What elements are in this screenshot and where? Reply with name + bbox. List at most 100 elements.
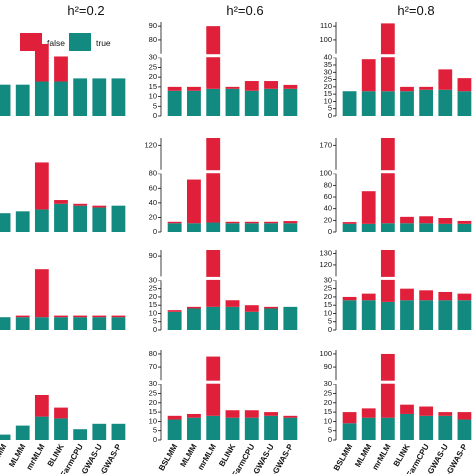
bar-true-farmcpu xyxy=(244,223,259,232)
bar-true-blink xyxy=(400,413,414,440)
bar-true-bslmm xyxy=(342,223,357,232)
bar-false-farmcpu xyxy=(419,290,434,301)
bar-true-bslmm xyxy=(0,317,11,330)
bar-false-blink xyxy=(54,200,68,204)
bar-true-e-gwas-p xyxy=(457,300,472,330)
panel-r3-c1 xyxy=(0,269,126,330)
bar-false-mrmlm xyxy=(34,162,49,210)
y-tick-label: 20 xyxy=(324,215,332,224)
bar-true-e-gwas-p xyxy=(283,306,298,330)
y-tick-label: 15 xyxy=(149,300,157,309)
y-tick-label: 35 xyxy=(324,60,332,69)
bar-false-blink xyxy=(225,300,240,307)
chart-panels: 0510152025308090051015202530354010011002… xyxy=(0,21,472,444)
bar-true-mrmlm xyxy=(206,222,221,232)
bar-true-e-gwas-p xyxy=(457,419,472,440)
x-category-label: BSLMM xyxy=(332,442,355,472)
bar-false-blink xyxy=(54,56,68,82)
bar-false-blink xyxy=(225,86,240,89)
bar-true-blink xyxy=(54,317,68,330)
bar-true-e-gwas-p xyxy=(457,91,472,116)
y-tick-label: 10 xyxy=(149,416,157,425)
panel-r2-c3: 0 20 40 60 80 100 170 xyxy=(319,138,472,236)
bar-true-e-gwas-u xyxy=(92,78,107,116)
bar-true-e-gwas-u xyxy=(264,308,279,330)
bar-false-blink xyxy=(400,288,414,301)
bar-false-farmcpu xyxy=(244,81,259,91)
bar-true-e-gwas-u xyxy=(438,89,453,116)
y-tick-label: 25 xyxy=(149,388,157,397)
bar-true-mlmm xyxy=(361,300,376,330)
bar-true-e-gwas-p xyxy=(111,423,126,440)
axis-break-mark xyxy=(157,169,165,174)
bar-true-e-gwas-p xyxy=(283,417,298,440)
bar-true-mlmm xyxy=(186,223,201,232)
bar-true-mlmm xyxy=(361,417,376,440)
bar-true-blink xyxy=(54,81,68,116)
y-tick-label: 20 xyxy=(149,212,157,221)
y-tick-label: 0 xyxy=(153,111,157,120)
bar-false-e-gwas-p xyxy=(457,220,472,224)
bar-true-blink xyxy=(225,306,240,330)
bar-true-e-gwas-u xyxy=(438,223,453,232)
bar-false-mrmlm xyxy=(380,138,395,224)
bar-false-bslmm xyxy=(167,221,182,224)
y-tick-label: 25 xyxy=(324,75,332,84)
bar-true-e-gwas-u xyxy=(92,207,107,232)
y-tick-label: 120 xyxy=(144,140,157,149)
bar-true-mlmm xyxy=(15,84,30,116)
x-category-label: BLINK xyxy=(46,442,66,468)
y-tick-label: 20 xyxy=(324,398,332,407)
bar-false-e-gwas-u xyxy=(438,218,453,224)
x-category-label: MLMM xyxy=(353,442,373,468)
x-category-label: BLINK xyxy=(392,442,412,468)
bar-true-mlmm xyxy=(186,417,201,440)
y-tick-label: 10 xyxy=(324,416,332,425)
bar-false-bslmm xyxy=(167,86,182,91)
y-tick-label: 5 xyxy=(328,317,332,326)
y-tick-label: 30 xyxy=(149,53,157,62)
bar-false-e-gwas-u xyxy=(264,81,279,89)
y-tick-label: 0 xyxy=(328,227,332,236)
panel-r2-c2: 0 20 40 60 80 120 xyxy=(144,138,298,236)
axis-break-mark xyxy=(332,169,340,174)
x-category-label: mrMLM xyxy=(196,442,218,471)
bar-false-blink xyxy=(225,410,240,418)
y-tick-label: 20 xyxy=(149,292,157,301)
bar-false-farmcpu xyxy=(419,216,434,224)
bar-true-mrmlm xyxy=(34,81,49,116)
bar-true-mrmlm xyxy=(380,301,395,330)
bar-true-e-gwas-u xyxy=(438,415,453,440)
y-tick-label: 0 xyxy=(328,111,332,120)
bar-true-farmcpu xyxy=(73,317,88,330)
bar-true-e-gwas-p xyxy=(111,205,126,232)
bar-false-blink xyxy=(400,404,414,414)
y-tick-label: 30 xyxy=(324,67,332,76)
bar-false-farmcpu xyxy=(244,305,259,312)
x-category-label: mrMLM xyxy=(25,442,47,471)
bar-true-e-gwas-p xyxy=(111,317,126,330)
y-tick-label: 0 xyxy=(328,435,332,444)
y-tick-label: 20 xyxy=(149,72,157,81)
bar-false-e-gwas-u xyxy=(92,205,107,208)
bar-true-mrmlm xyxy=(34,317,49,330)
bar-true-mlmm xyxy=(15,317,30,330)
bar-false-bslmm xyxy=(167,415,182,420)
axis-break-mark xyxy=(157,53,165,58)
y-tick-label: 10 xyxy=(149,308,157,317)
bar-true-bslmm xyxy=(167,90,182,116)
bar-true-mrmlm xyxy=(380,417,395,440)
y-tick-label: 20 xyxy=(149,398,157,407)
bar-false-mrmlm xyxy=(380,353,395,418)
y-tick-label: 30 xyxy=(324,275,332,284)
legend-label-false: false xyxy=(47,38,65,48)
bar-false-mlmm xyxy=(186,413,201,418)
bar-true-e-gwas-u xyxy=(438,300,453,330)
y-tick-label: 30 xyxy=(149,275,157,284)
bar-false-mrmlm xyxy=(206,356,221,416)
y-tick-label: 10 xyxy=(324,96,332,105)
x-category-label: mrMLM xyxy=(371,442,393,471)
